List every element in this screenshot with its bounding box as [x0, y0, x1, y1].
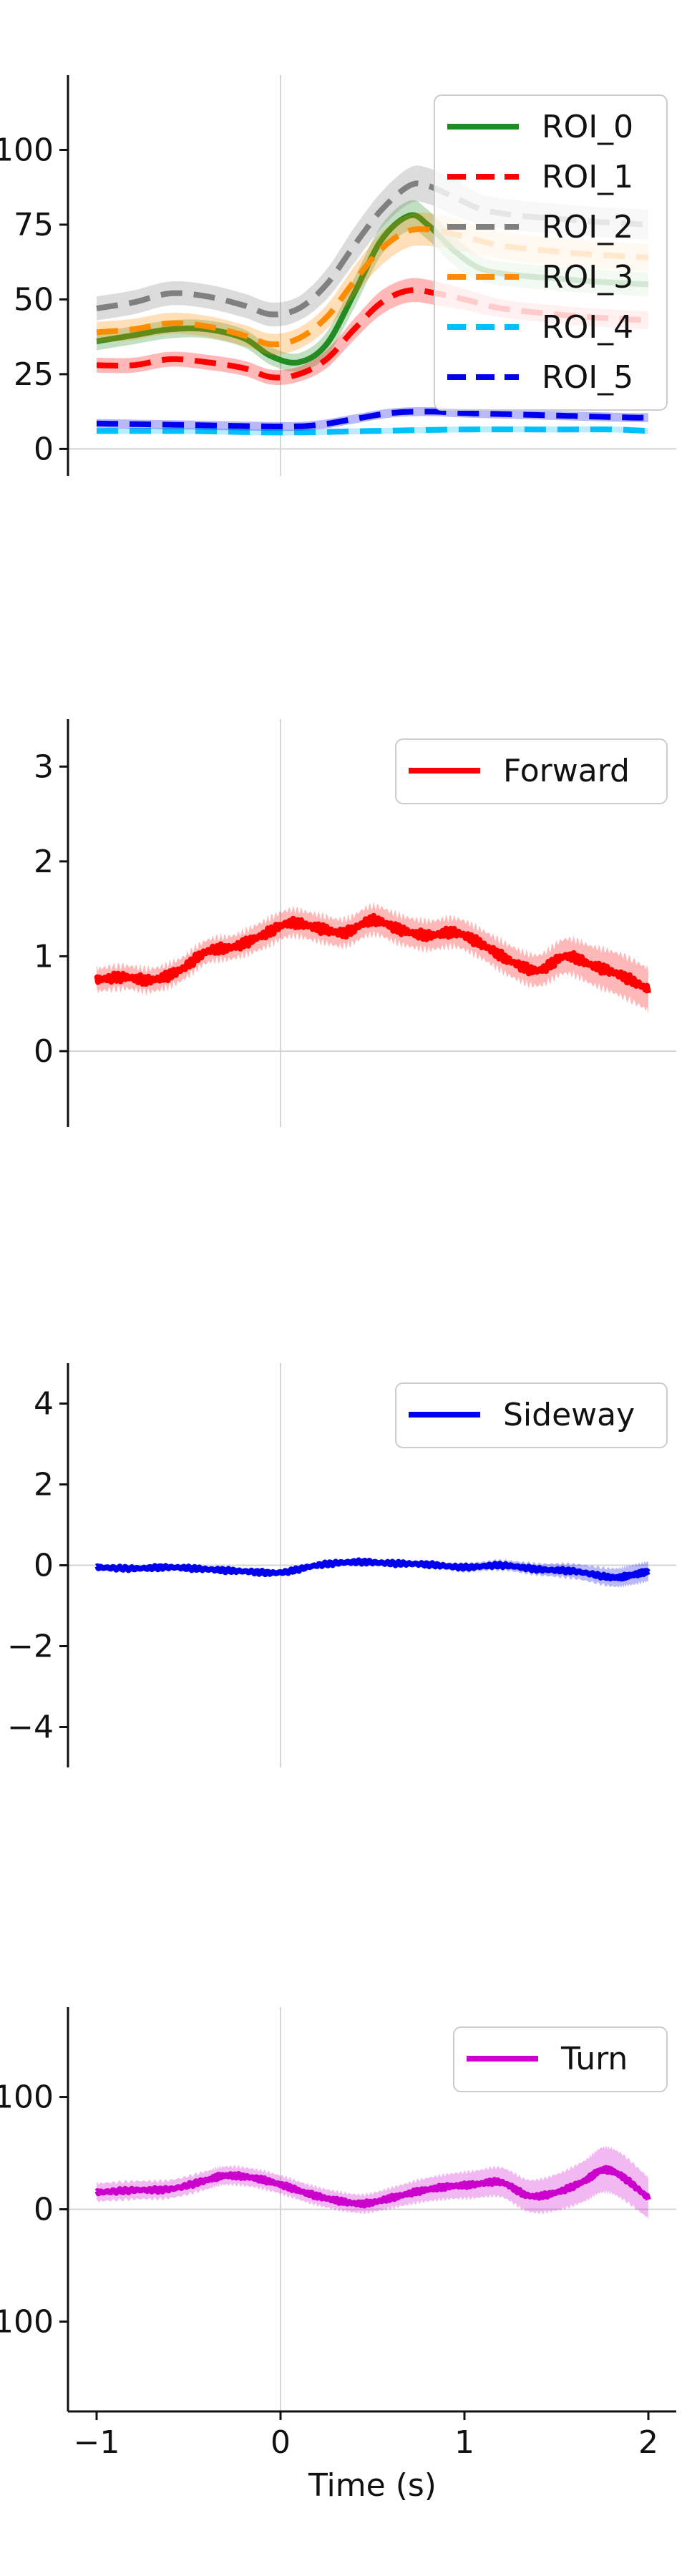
- panel-roi-traces: 0 25 50 75 100 ROI_0 ROI_1 ROI_2 ROI_3 ROI_4 ROI_5: [0, 75, 676, 476]
- y-tick-label: 100: [0, 2079, 54, 2116]
- y-tick-label: 0: [34, 1033, 54, 1070]
- legend-label-roi-2: ROI_2: [542, 209, 633, 245]
- y-tick-label: 0: [34, 1548, 54, 1584]
- panel-turn-velocity: −100 0 100 −1 0 1 2 Time (s) Turn: [0, 2007, 676, 2504]
- y-tick-label: 2: [34, 1467, 54, 1503]
- x-axis-label: Time (s): [308, 2467, 437, 2504]
- legend-frame: [395, 738, 668, 804]
- y-tick-label: −2: [7, 1629, 54, 1665]
- y-tick-label: −4: [7, 1709, 54, 1746]
- y-tick-label: 75: [14, 207, 54, 243]
- series-line-roi-1: [94, 287, 651, 381]
- x-tick-label: 1: [454, 2424, 474, 2461]
- legend: ROI_0 ROI_1 ROI_2 ROI_3 ROI_4 ROI_5: [434, 94, 668, 411]
- legend: Forward: [395, 738, 668, 804]
- legend: Turn: [453, 2026, 668, 2092]
- legend-label-turn: Turn: [560, 2041, 628, 2077]
- legend-label-roi-0: ROI_0: [542, 109, 633, 145]
- y-tick-label: 0: [34, 2192, 54, 2228]
- x-tick-label: 2: [638, 2424, 658, 2461]
- legend-frame: [453, 2026, 668, 2092]
- legend-label-roi-5: ROI_5: [542, 359, 633, 396]
- y-tick-label: 1: [34, 938, 54, 975]
- y-tick-label: 50: [14, 281, 54, 318]
- y-tick-label: 0: [34, 431, 54, 467]
- y-tick-label: 25: [14, 356, 54, 393]
- legend: Sideway: [395, 1382, 668, 1448]
- y-tick-label: 2: [34, 844, 54, 880]
- legend-label-roi-1: ROI_1: [542, 159, 633, 195]
- x-tick-label: −1: [74, 2424, 120, 2461]
- panel-sideway-velocity: −4 −2 0 2 4 Sideway: [7, 1363, 676, 1767]
- series-line-roi-5: [95, 409, 651, 429]
- series-band-roi-0: [97, 200, 648, 372]
- y-tick-label: 3: [34, 748, 54, 785]
- y-tick-label: 4: [34, 1386, 54, 1423]
- y-tick-label: −100: [0, 2303, 54, 2340]
- legend-label-sideway: Sideway: [503, 1397, 635, 1433]
- series-band-turn: [97, 2145, 648, 2220]
- series-line-roi-4: [95, 426, 651, 436]
- series-line-forward: [94, 912, 651, 994]
- y-tick-label: 100: [0, 132, 54, 168]
- legend-label-forward: Forward: [503, 753, 630, 789]
- series-line-sideway: [94, 1557, 651, 1582]
- series-line-turn: [94, 2165, 651, 2209]
- legend-label-roi-4: ROI_4: [542, 309, 633, 346]
- x-tick-label: 0: [271, 2424, 291, 2461]
- panel-forward-velocity: 0 1 2 3 Forward: [34, 719, 676, 1127]
- legend-label-roi-3: ROI_3: [542, 259, 633, 296]
- legend-frame: [395, 1382, 668, 1448]
